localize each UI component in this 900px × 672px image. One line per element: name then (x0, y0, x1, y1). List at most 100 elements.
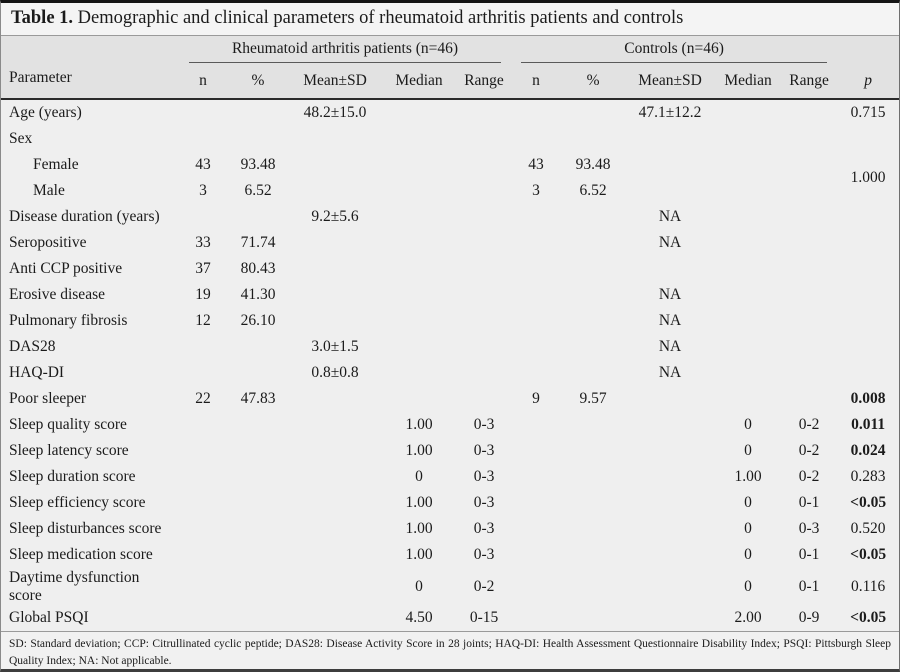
value-cell: 3 (199, 182, 207, 199)
value-cell (781, 230, 837, 256)
value-cell (625, 438, 715, 464)
value-cell (511, 256, 561, 282)
value-cell: 0-3 (473, 468, 495, 485)
p-value-cell (837, 282, 899, 308)
value-cell (381, 360, 457, 386)
value-cell: 6.52 (579, 182, 607, 199)
value-cell (227, 516, 289, 542)
value-cell (457, 334, 511, 360)
value-cell (715, 282, 781, 308)
value-cell (511, 360, 561, 386)
value-cell (561, 282, 625, 308)
value-cell: 0-2 (798, 416, 820, 433)
value-cell (457, 360, 511, 386)
table-row: Sleep medication score 1.00 0-3 0 0-1 <0.05 (1, 542, 899, 568)
value-cell (179, 516, 227, 542)
value-cell (381, 282, 457, 308)
parameter-cell: Pulmonary fibrosis (9, 312, 128, 330)
parameter-cell: Female (33, 156, 79, 174)
value-cell (781, 282, 837, 308)
value-cell (781, 99, 837, 126)
value-cell (561, 334, 625, 360)
value-cell (511, 282, 561, 308)
value-cell: 0-1 (798, 494, 820, 511)
value-cell: 0-3 (473, 494, 495, 511)
value-cell (511, 204, 561, 230)
parameter-cell: Sex (9, 130, 33, 148)
table-row: Anti CCP positive 37 80.43 (1, 256, 899, 282)
parameter-cell: Male (33, 182, 65, 200)
value-cell (625, 412, 715, 438)
value-cell: 3 (532, 182, 540, 199)
table-row: Erosive disease 19 41.30 NA (1, 282, 899, 308)
table-caption: Demographic and clinical parameters of r… (73, 8, 684, 28)
value-cell: 1.00 (405, 416, 433, 433)
value-cell (511, 334, 561, 360)
p-value-cell: 0.520 (850, 520, 886, 537)
value-cell (561, 490, 625, 516)
value-cell (625, 568, 715, 605)
value-cell (511, 464, 561, 490)
value-cell (289, 490, 381, 516)
table-row: Disease duration (years) 9.2±5.6 NA (1, 204, 899, 230)
column-header-ra-n: n (179, 63, 227, 100)
p-value-cell (837, 204, 899, 230)
table-row: Sleep quality score 1.00 0-3 0 0-2 0.011 (1, 412, 899, 438)
value-cell (561, 605, 625, 631)
value-cell: 0-3 (473, 442, 495, 459)
value-cell: NA (658, 312, 682, 329)
parameter-cell: Age (years) (9, 104, 82, 122)
value-cell: 47.83 (240, 390, 276, 407)
value-cell: 22 (195, 390, 211, 407)
value-cell: 2.00 (734, 609, 762, 626)
table-footnote: SD: Standard deviation; CCP: Citrullinat… (1, 631, 899, 669)
value-cell: 3.0±1.5 (311, 338, 359, 355)
value-cell (625, 464, 715, 490)
column-header-c-pct: % (561, 63, 626, 100)
value-cell: 12 (195, 312, 211, 329)
value-cell (561, 204, 625, 230)
value-cell: 1.00 (405, 494, 433, 511)
p-value-cell (837, 360, 899, 386)
value-cell (179, 464, 227, 490)
value-cell (715, 152, 781, 178)
value-cell: 80.43 (240, 260, 276, 277)
column-header-c-n: n (511, 63, 562, 100)
value-cell (381, 178, 457, 204)
p-value-cell: <0.05 (850, 609, 887, 626)
value-cell (715, 360, 781, 386)
value-cell (179, 360, 227, 386)
p-value-cell: 0.116 (850, 577, 886, 595)
value-cell: 43 (528, 156, 544, 173)
value-cell (561, 516, 625, 542)
value-cell (457, 152, 511, 178)
p-value-cell: 1.000 (850, 169, 886, 186)
value-cell (227, 204, 289, 230)
value-cell (227, 360, 289, 386)
value-cell (561, 126, 625, 152)
value-cell: NA (658, 286, 682, 303)
column-header-ra-meansd: Mean±SD (289, 63, 381, 100)
value-cell: 1.00 (734, 468, 762, 485)
value-cell (715, 308, 781, 334)
value-cell (625, 178, 715, 204)
value-cell (625, 256, 715, 282)
parameter-cell: Daytime dysfunction score (9, 569, 140, 604)
value-cell: 9.57 (579, 390, 607, 407)
value-cell (381, 386, 457, 412)
value-cell (625, 490, 715, 516)
column-header-c-range: Range (781, 63, 838, 100)
value-cell (289, 152, 381, 178)
value-cell (457, 308, 511, 334)
value-cell (715, 204, 781, 230)
value-cell: 0.8±0.8 (311, 364, 359, 381)
p-value-cell: 0.715 (850, 104, 886, 121)
table-row: Global PSQI 4.50 0-15 2.00 0-9 <0.05 (1, 605, 899, 631)
value-cell (289, 308, 381, 334)
value-cell (625, 126, 715, 152)
value-cell (227, 99, 289, 126)
value-cell (179, 204, 227, 230)
table-row: Sex (1, 126, 899, 152)
value-cell (625, 152, 715, 178)
